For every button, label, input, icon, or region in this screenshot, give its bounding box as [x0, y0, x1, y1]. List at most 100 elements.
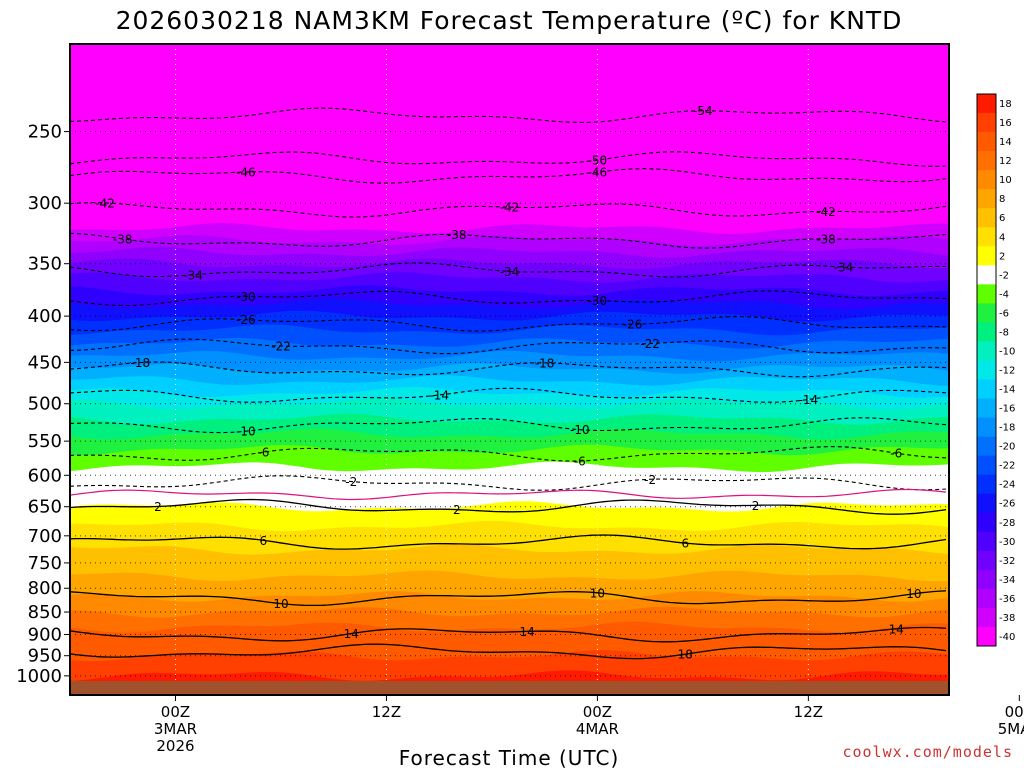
- contour-label: -18: [535, 356, 555, 370]
- contour-label: -34: [834, 261, 854, 275]
- colorbar-swatch: [977, 170, 996, 190]
- contour-label: -34: [183, 268, 203, 282]
- y-tick-label: 250: [28, 122, 62, 143]
- colorbar-swatch: [977, 493, 996, 514]
- y-tick-label: 300: [28, 193, 62, 214]
- colorbar-swatch: [977, 322, 996, 342]
- x-tick-label: 12Z: [372, 703, 401, 721]
- contour-label: -30: [588, 294, 608, 308]
- y-tick-label: 450: [28, 352, 62, 373]
- colorbar-label: -40: [999, 632, 1015, 643]
- y-tick-label: 550: [28, 431, 62, 452]
- x-tick-label: 5MAR: [998, 720, 1024, 738]
- x-tick-label: 3MAR: [154, 720, 197, 738]
- contour-label: -54: [693, 104, 713, 118]
- contour-label: -46: [588, 166, 608, 180]
- colorbar-swatch: [977, 94, 996, 114]
- colorbar-swatch: [977, 398, 996, 418]
- contour-label-backing: [958, 480, 976, 494]
- contour-label: -22: [271, 340, 291, 354]
- contour-label: -34: [500, 265, 520, 279]
- colorbar-swatch: [977, 265, 996, 285]
- contour-label: -42: [500, 201, 520, 215]
- colorbar-label: 2: [999, 251, 1005, 262]
- colorbar-swatch: [977, 531, 996, 552]
- colorbar-swatch: [977, 455, 996, 476]
- colorbar-label: -26: [999, 499, 1015, 510]
- colorbar-label: 16: [999, 118, 1012, 129]
- contour-label: -14: [799, 393, 819, 407]
- colorbar-label: -36: [999, 594, 1015, 605]
- colorbar-swatch: [977, 512, 996, 533]
- colorbar-swatch: [977, 588, 996, 609]
- contour-label: -6: [257, 446, 269, 460]
- contour-label: 14: [519, 625, 534, 639]
- colorbar-swatch: [977, 284, 996, 304]
- contour-label: -38: [113, 232, 133, 246]
- y-tick-label: 350: [28, 254, 62, 275]
- contour-label: -42: [816, 205, 836, 219]
- contour-label: -2: [961, 481, 973, 495]
- contour-label: -46: [236, 165, 256, 179]
- contour-line: [70, 534, 947, 550]
- x-tick-label: 00Z: [161, 703, 190, 721]
- contour-label: 10: [590, 586, 605, 600]
- colorbar-label: -14: [999, 385, 1015, 396]
- colorbar-label: 4: [999, 232, 1005, 243]
- colorbar-swatch: [977, 379, 996, 399]
- contour-label: -10: [236, 425, 256, 439]
- grid-lines: [70, 44, 949, 695]
- x-axis-title: Forecast Time (UTC): [399, 746, 620, 768]
- contour-label: -6: [574, 454, 586, 468]
- contour-label: -26: [623, 318, 643, 332]
- plot-frame: [69, 43, 950, 696]
- contour-label: -6: [890, 447, 902, 461]
- x-tick-label: 00Z: [583, 703, 612, 721]
- colorbar-label: -32: [999, 556, 1015, 567]
- colorbar-label: -24: [999, 480, 1015, 491]
- colorbar-swatch: [977, 227, 996, 247]
- ground-surface: [70, 680, 949, 695]
- contour-label: 2: [752, 499, 760, 513]
- contour-label: 18: [678, 648, 693, 662]
- colorbar-label: -28: [999, 518, 1015, 529]
- contour-label: 6: [681, 537, 689, 551]
- plot-area: -54-54-50-50-46-46-46-42-42-42-38-38-38-…: [70, 44, 976, 695]
- contour-line: [70, 643, 947, 660]
- colorbar-label: -10: [999, 346, 1015, 357]
- colorbar-swatch: [977, 189, 996, 209]
- colorbar-label: -22: [999, 461, 1015, 472]
- colorbar-swatch: [977, 569, 996, 590]
- colorbar-label: -20: [999, 442, 1015, 453]
- contour-line: [70, 626, 947, 643]
- credit-label[interactable]: coolwx.com/models: [842, 743, 1013, 761]
- colorbar-label: 8: [999, 194, 1005, 205]
- contour-label: -2: [644, 473, 656, 487]
- colorbar-label: 6: [999, 213, 1005, 224]
- contour-label: -2: [345, 475, 357, 489]
- colorbar-label: -34: [999, 575, 1015, 586]
- colorbar-label: -38: [999, 613, 1015, 624]
- y-tick-label: 850: [28, 602, 62, 623]
- y-tick-label: 950: [28, 646, 62, 667]
- contour-label: 10: [906, 587, 921, 601]
- y-tick-label: 1000: [16, 666, 62, 687]
- y-tick-label: 900: [28, 624, 62, 645]
- contour-label: -26: [236, 313, 256, 327]
- x-tick-label: 00Z: [1005, 703, 1024, 721]
- colorbar-swatch: [977, 360, 996, 380]
- colorbar-label: 10: [999, 175, 1012, 186]
- y-tick-label: 500: [28, 394, 62, 415]
- contour-label: -22: [640, 337, 660, 351]
- contour-label: 14: [889, 622, 904, 636]
- colorbar-label: -8: [999, 327, 1009, 338]
- colorbar-label: -4: [999, 289, 1009, 300]
- temperature-bands: [70, 44, 949, 695]
- contour-line: [70, 498, 947, 515]
- colorbar-label: 14: [999, 137, 1012, 148]
- colorbar-label: -2: [999, 270, 1009, 281]
- colorbar-swatch: [977, 303, 996, 323]
- colorbar-label: -30: [999, 537, 1015, 548]
- colorbar-label: 12: [999, 156, 1012, 167]
